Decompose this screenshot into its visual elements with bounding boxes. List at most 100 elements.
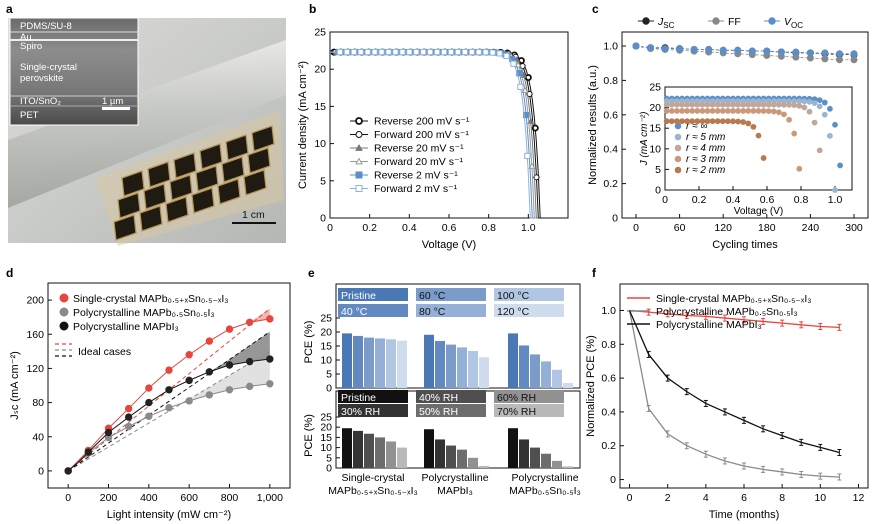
c-inset-point	[770, 108, 777, 115]
b-data-point	[496, 50, 503, 57]
b-legend-label: Reverse 20 mV s⁻¹	[374, 143, 464, 155]
e-bottom-ytick-label: 0	[326, 463, 332, 475]
c-inset-xtick-label: 0.4	[726, 194, 741, 206]
e-top-bar	[552, 369, 562, 388]
c-inset-point	[796, 98, 803, 105]
e-top-ytick-label: 20	[320, 327, 332, 339]
e-category-label: Polycrystalline	[421, 472, 488, 484]
c-inset-point	[755, 101, 762, 108]
photo-scale-label: 1 cm	[242, 209, 265, 221]
chart-f: 0 2 4 6 8 10 12 0 0.2 0.4 0.6 0.8 1.0 Time (months) No…	[585, 283, 869, 521]
f-series-line	[628, 310, 840, 454]
c-inset-point	[796, 102, 803, 109]
b-data-point	[503, 52, 510, 60]
e-top-bar	[375, 338, 385, 388]
c-inset-point	[709, 118, 716, 125]
c-xtick-label: 120	[714, 222, 732, 234]
e-bottom-legend-label: 60% RH	[497, 392, 536, 404]
d-xtick-label: 1,000	[257, 492, 283, 504]
c-inset-point	[791, 130, 798, 137]
b-legend-marker	[355, 185, 363, 192]
d-data-point	[205, 391, 214, 399]
c-inset-point	[704, 118, 711, 125]
c-inset-point	[801, 104, 808, 111]
c-inset-point	[806, 108, 813, 115]
f-xtick-label: 2	[665, 492, 671, 504]
e-bottom-bar	[386, 441, 396, 468]
c-inset-point	[781, 111, 787, 118]
e-bottom-ytick-label: 5	[326, 452, 332, 464]
e-category-label: Polycrystalline	[511, 472, 578, 484]
c-inset-point	[709, 101, 716, 108]
c-legend-label: VOC	[784, 16, 803, 30]
b-data-point	[482, 49, 489, 56]
sem-layer-4: Single-crystal	[20, 62, 77, 73]
sem-layer-7: PET	[20, 110, 39, 121]
device-pad	[221, 156, 245, 183]
b-data-point	[524, 152, 531, 160]
c-inset-point	[725, 118, 731, 125]
d-data-point	[165, 386, 173, 394]
device-pad	[147, 161, 171, 188]
e-top-bar	[563, 382, 573, 388]
f-ytick-label: 0.2	[601, 440, 616, 452]
c-inset-legend-label: r ≈ 4 mm	[686, 143, 725, 154]
b-xtick-label: 0.4	[402, 222, 417, 234]
c-inset-point	[827, 132, 833, 139]
c-inset-point	[725, 101, 731, 108]
d-data-point	[266, 380, 274, 388]
b-data-point	[434, 48, 441, 56]
c-inset-point	[689, 107, 696, 114]
c-inset-point	[719, 107, 726, 114]
b-xtick-label: 0.8	[481, 222, 496, 234]
e-top-legend-swatch	[416, 304, 486, 317]
c-inset-point	[735, 107, 741, 114]
e-bottom-bar	[342, 428, 352, 468]
c-series-line	[635, 45, 854, 55]
c-inset-point	[837, 162, 843, 169]
b-data-point	[517, 83, 524, 90]
device-pad	[251, 125, 275, 152]
b-legend-label: Reverse 2 mV s⁻¹	[374, 170, 458, 182]
c-data-point	[676, 45, 684, 53]
c-inset-point	[745, 108, 752, 114]
device-pad	[121, 170, 145, 197]
d-data-point	[266, 355, 274, 363]
b-data-point	[399, 48, 406, 56]
f-legend-label: Polycrystalline MAPbI₃	[656, 319, 762, 331]
f-series-line	[629, 309, 840, 329]
b-ytick-label: 25	[314, 27, 326, 39]
c-inset-legend-marker	[674, 166, 682, 174]
c-inset-point	[745, 101, 752, 108]
c-inset-point	[806, 98, 813, 105]
e-top-legend-label: 80 °C	[419, 306, 446, 318]
e-bottom-bar	[446, 445, 456, 468]
f-legend-label: Single-crystal MAPb₀.₅₊ₓSn₀.₅₋ₓI₃	[656, 293, 812, 305]
c-ytick-label: 0.8	[603, 75, 618, 87]
panel-label-a: a	[6, 2, 13, 16]
f-series-line	[628, 310, 840, 478]
e-bottom-legend-label: 50% RH	[419, 406, 458, 418]
b-data-point	[533, 174, 540, 181]
c-legend-label: FF	[728, 16, 741, 28]
d-data-point	[165, 404, 173, 412]
e-bottom-legend-label: 70% RH	[497, 406, 536, 418]
e-bottom-bar	[364, 433, 374, 468]
e-top-legend-label: Pristine	[341, 290, 376, 302]
c-inset-point	[674, 118, 680, 125]
c-inset-point	[735, 118, 741, 125]
b-data-point	[510, 60, 517, 67]
c-xtick-label: 180	[758, 222, 776, 234]
c-data-point	[763, 47, 771, 55]
c-inset-point	[730, 107, 736, 114]
e-top-legend-swatch	[338, 288, 408, 301]
d-data-point	[145, 384, 153, 392]
d-data-point	[185, 376, 193, 385]
d-ytick-label: 120	[26, 363, 44, 375]
c-inset-point	[755, 132, 762, 139]
c-inset-ytick-label: 15	[649, 123, 661, 135]
c-data-point	[821, 55, 829, 63]
e-top-bar	[386, 339, 396, 388]
device-pad	[117, 192, 141, 219]
d-ytick-label: 80	[32, 397, 44, 409]
